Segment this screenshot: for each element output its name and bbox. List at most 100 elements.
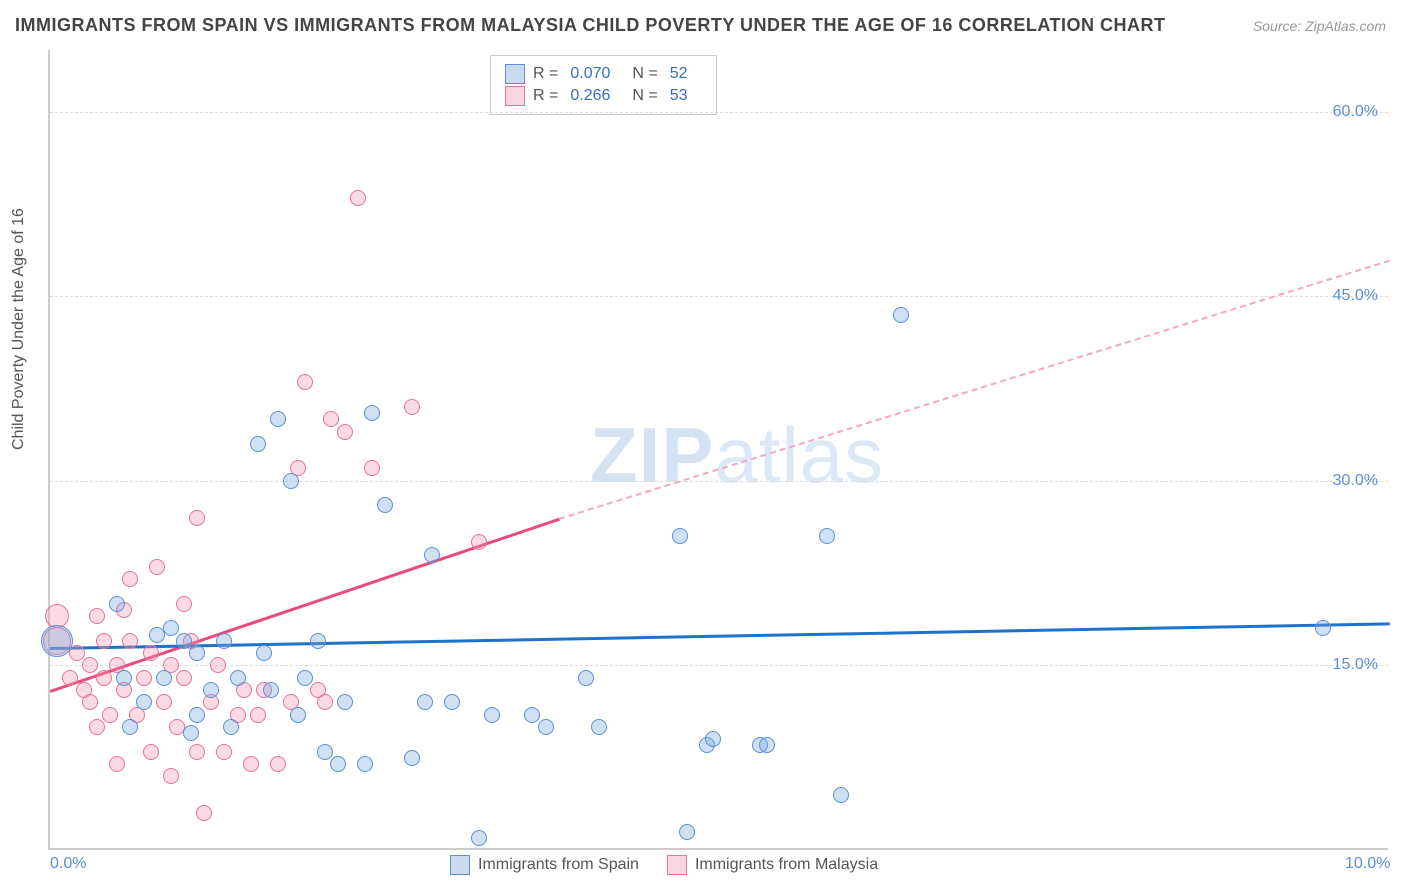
data-point [819, 528, 835, 544]
data-point [143, 645, 159, 661]
swatch-blue-icon [505, 64, 525, 84]
legend-row-malaysia: R = 0.266 N = 53 [505, 86, 702, 106]
legend-label: Immigrants from Spain [478, 856, 639, 874]
data-point [189, 510, 205, 526]
y-tick-label: 15.0% [1333, 656, 1378, 674]
data-point [538, 719, 554, 735]
swatch-pink-icon [505, 86, 525, 106]
r-label: R = [533, 65, 558, 83]
data-point [109, 756, 125, 772]
gridline [50, 481, 1388, 482]
y-tick-label: 30.0% [1333, 472, 1378, 490]
data-point [96, 670, 112, 686]
data-point [424, 547, 440, 563]
data-point [833, 787, 849, 803]
data-point [705, 731, 721, 747]
data-point [317, 694, 333, 710]
data-point [82, 694, 98, 710]
data-point [183, 725, 199, 741]
data-point [189, 744, 205, 760]
data-point [484, 707, 500, 723]
data-point [591, 719, 607, 735]
data-point [471, 830, 487, 846]
data-point [122, 571, 138, 587]
data-point [102, 707, 118, 723]
data-point [1315, 620, 1331, 636]
data-point [283, 473, 299, 489]
data-point [189, 645, 205, 661]
chart-title: IMMIGRANTS FROM SPAIN VS IMMIGRANTS FROM… [15, 15, 1166, 36]
data-point [136, 694, 152, 710]
x-tick-label: 0.0% [50, 855, 86, 873]
data-point [317, 744, 333, 760]
r-label: R = [533, 87, 558, 105]
data-point [122, 719, 138, 735]
data-point [337, 694, 353, 710]
data-point [243, 756, 259, 772]
data-point [122, 633, 138, 649]
data-point [471, 534, 487, 550]
data-point [41, 625, 73, 657]
data-point [263, 682, 279, 698]
series-legend: Immigrants from Spain Immigrants from Ma… [450, 855, 878, 875]
data-point [270, 411, 286, 427]
data-point [116, 670, 132, 686]
data-point [297, 670, 313, 686]
n-label: N = [632, 65, 657, 83]
data-point [337, 424, 353, 440]
gridline [50, 112, 1388, 113]
data-point [270, 756, 286, 772]
data-point [62, 670, 78, 686]
n-value: 52 [670, 65, 688, 83]
data-point [290, 707, 306, 723]
data-point [404, 750, 420, 766]
data-point [759, 737, 775, 753]
data-point [672, 528, 688, 544]
data-point [679, 824, 695, 840]
n-value: 53 [670, 87, 688, 105]
data-point [216, 744, 232, 760]
legend-item-spain: Immigrants from Spain [450, 855, 639, 875]
data-point [82, 657, 98, 673]
data-point [250, 707, 266, 723]
data-point [230, 670, 246, 686]
data-point [417, 694, 433, 710]
data-point [109, 596, 125, 612]
trend-line [50, 622, 1390, 649]
data-point [136, 670, 152, 686]
data-point [96, 633, 112, 649]
data-point [364, 460, 380, 476]
data-point [163, 768, 179, 784]
data-point [89, 719, 105, 735]
data-point [163, 620, 179, 636]
data-point [216, 633, 232, 649]
watermark-bold: ZIP [590, 411, 714, 499]
data-point [578, 670, 594, 686]
data-point [210, 657, 226, 673]
data-point [176, 633, 192, 649]
data-point [330, 756, 346, 772]
data-point [156, 670, 172, 686]
data-point [357, 756, 373, 772]
data-point [89, 608, 105, 624]
legend-item-malaysia: Immigrants from Malaysia [667, 855, 878, 875]
data-point [250, 436, 266, 452]
y-axis-label: Child Poverty Under the Age of 16 [10, 208, 28, 450]
data-point [893, 307, 909, 323]
data-point [149, 559, 165, 575]
gridline [50, 665, 1388, 666]
data-point [196, 805, 212, 821]
swatch-pink-icon [667, 855, 687, 875]
data-point [256, 645, 272, 661]
correlation-legend: R = 0.070 N = 52 R = 0.266 N = 53 [490, 55, 717, 115]
data-point [524, 707, 540, 723]
y-tick-label: 45.0% [1333, 287, 1378, 305]
data-point [297, 374, 313, 390]
data-point [203, 682, 219, 698]
source-attribution: Source: ZipAtlas.com [1253, 18, 1386, 34]
data-point [223, 719, 239, 735]
y-tick-label: 60.0% [1333, 103, 1378, 121]
data-point [310, 633, 326, 649]
data-point [189, 707, 205, 723]
watermark: ZIPatlas [590, 410, 884, 501]
